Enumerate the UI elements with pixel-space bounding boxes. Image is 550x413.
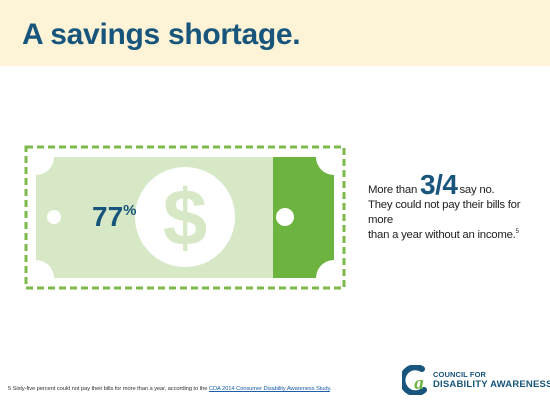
stat-line-3: than a year without an income.5 [368,228,548,243]
page-title: A savings shortage. [22,18,301,51]
footnote-end: . [329,386,332,392]
bill-center-circle [135,167,235,267]
stat-highlight: 3/4 [420,169,458,200]
study-link[interactable]: CDA 2014 Consumer Disability Awareness S… [208,386,330,392]
footnote-marker: 5 [515,229,519,236]
footnote-text: 5 Sixty-five percent could not pay their… [8,386,208,392]
dollar-bill-illustration: $ 77% [24,145,346,290]
header-banner: A savings shortage. [0,0,550,66]
cda-logo-mark-icon: a [402,365,427,395]
percent-value: 77% [92,201,137,232]
bill-right-circle [276,208,294,226]
dollar-sign-icon: $ [163,173,208,262]
logo-line-2: DISABILITY AWARENESS [433,379,550,390]
percent-number: 77 [92,201,123,232]
logo-mark-letter: a [414,373,424,394]
stat-line-3-text: than a year without an income. [368,229,516,241]
stat-line-2: They could not pay their bills for more [368,199,521,226]
stat-suffix: say no. [459,184,495,196]
bill-right-panel [273,157,334,278]
logo-line-1: COUNCIL FOR [433,370,487,379]
stat-callout: More than 3/4 say no. They could not pay… [368,169,548,243]
bill-dashed-border [24,145,346,290]
percent-sign: % [123,202,136,219]
bill-left-circle [47,210,61,224]
stat-prefix: More than [368,184,418,196]
footnote: 5 Sixty-five percent could not pay their… [8,386,368,392]
cda-logo: a COUNCIL FOR DISABILITY AWARENESS [402,365,550,395]
